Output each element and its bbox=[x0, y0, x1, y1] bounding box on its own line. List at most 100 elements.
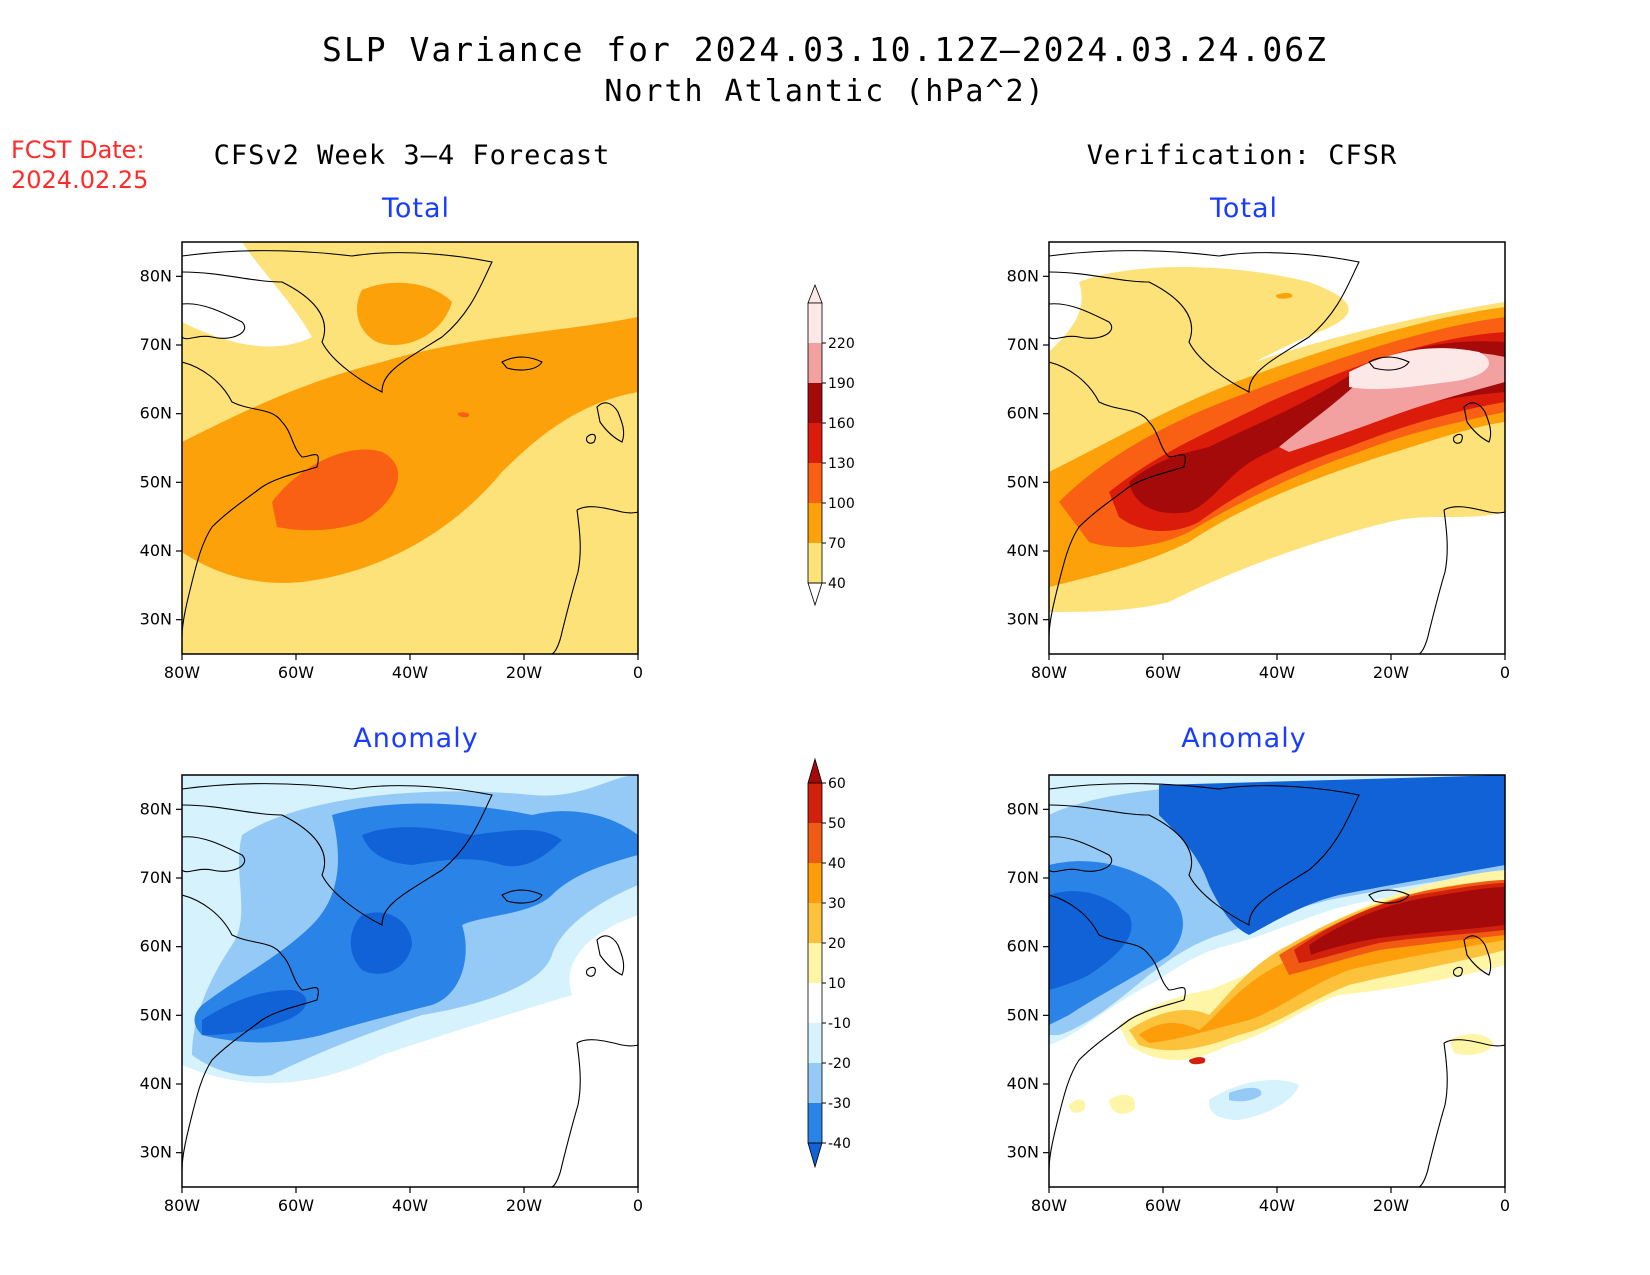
shade-below-minus40 bbox=[1159, 775, 1505, 935]
lat-tick-label: 50N bbox=[140, 472, 172, 491]
shade-70-100-north bbox=[357, 282, 452, 346]
column-title-forecast: CFSv2 Week 3–4 Forecast bbox=[213, 140, 611, 171]
colorbar-anomaly: -40 -30 -20 -10 10 20 30 40 50 60 bbox=[807, 757, 851, 1169]
lon-tick-label: 0 bbox=[633, 663, 643, 682]
colorbar-anomaly-label: -10 bbox=[828, 1016, 851, 1032]
lat-tick-label: 70N bbox=[1007, 335, 1039, 354]
fcst-date-value: 2024.02.25 bbox=[11, 166, 149, 194]
lon-tick-label: 20W bbox=[506, 663, 542, 682]
lat-tick-label: 40N bbox=[140, 541, 172, 560]
panel-title-verification-anomaly: Anomaly bbox=[1181, 723, 1307, 754]
column-title-verification: Verification: CFSR bbox=[1086, 140, 1398, 171]
colorbar-anomaly-swatch bbox=[808, 863, 822, 903]
lon-tick-label: 60W bbox=[1145, 1196, 1181, 1215]
lon-tick-label: 80W bbox=[164, 1196, 200, 1215]
lat-tick-label: 80N bbox=[140, 266, 172, 285]
panel-title-verification-total: Total bbox=[1209, 193, 1279, 224]
colorbar-anomaly-swatch bbox=[808, 983, 822, 1023]
lat-tick-label: 70N bbox=[140, 868, 172, 887]
panel-title-forecast-anomaly: Anomaly bbox=[353, 723, 479, 754]
colorbar-total-swatch bbox=[808, 543, 822, 583]
colorbar-total-swatch bbox=[808, 423, 822, 463]
colorbar-total-swatch bbox=[808, 383, 822, 423]
shade-above-60 bbox=[1309, 887, 1505, 955]
lon-tick-label: 80W bbox=[1031, 1196, 1067, 1215]
lat-tick-label: 40N bbox=[140, 1074, 172, 1093]
colorbar-total-label: 100 bbox=[828, 496, 855, 512]
lon-tick-label: 20W bbox=[506, 1196, 542, 1215]
lon-tick-label: 40W bbox=[392, 1196, 428, 1215]
shade-below-minus40 bbox=[350, 912, 412, 974]
fcst-date-label: FCST Date: bbox=[11, 136, 145, 164]
colorbar-total-swatch bbox=[808, 463, 822, 503]
colorbar-anomaly-label: -40 bbox=[828, 1136, 851, 1152]
shade-above-220 bbox=[1349, 348, 1489, 390]
coastlines bbox=[182, 250, 638, 654]
lon-tick-label: 0 bbox=[633, 1196, 643, 1215]
lon-tick-label: 20W bbox=[1373, 1196, 1409, 1215]
colorbar-anomaly-label: -30 bbox=[828, 1096, 851, 1112]
colorbar-total-label: 220 bbox=[828, 336, 855, 352]
lon-tick-label: 40W bbox=[1259, 663, 1295, 682]
lon-tick-label: 40W bbox=[392, 663, 428, 682]
colorbar-anomaly-swatch bbox=[808, 823, 822, 863]
lon-tick-label: 60W bbox=[278, 1196, 314, 1215]
lon-tick-label: 80W bbox=[164, 663, 200, 682]
lat-tick-label: 40N bbox=[1007, 1074, 1039, 1093]
colorbar-anomaly-swatch bbox=[808, 783, 822, 823]
colorbar-anomaly-label: 50 bbox=[828, 816, 846, 832]
lat-tick-label: 60N bbox=[140, 937, 172, 956]
colorbar-total-swatch bbox=[808, 343, 822, 383]
lat-tick-label: 60N bbox=[1007, 937, 1039, 956]
lon-tick-label: 60W bbox=[1145, 663, 1181, 682]
lon-tick-label: 20W bbox=[1373, 663, 1409, 682]
lon-tick-label: 0 bbox=[1500, 1196, 1510, 1215]
colorbar-anomaly-swatch bbox=[808, 943, 822, 983]
lon-tick-label: 40W bbox=[1259, 1196, 1295, 1215]
colorbar-total-label: 40 bbox=[828, 576, 846, 592]
lat-tick-label: 30N bbox=[1007, 610, 1039, 629]
lat-tick-label: 40N bbox=[1007, 541, 1039, 560]
lat-tick-label: 60N bbox=[140, 404, 172, 423]
colorbar-anomaly-label: 20 bbox=[828, 936, 846, 952]
colorbar-total-swatch bbox=[808, 303, 822, 343]
colorbar-total-swatch bbox=[808, 503, 822, 543]
panel-title-forecast-total: Total bbox=[381, 193, 451, 224]
colorbar-total-label: 190 bbox=[828, 376, 855, 392]
colorbar-anomaly-swatch bbox=[808, 1103, 822, 1143]
colorbar-total: 40 70 100 130 160 190 220 bbox=[807, 283, 855, 607]
map-verification-anomaly bbox=[1048, 774, 1506, 1188]
coastlines bbox=[1049, 250, 1505, 654]
main-title: SLP Variance for 2024.03.10.12Z–2024.03.… bbox=[322, 30, 1328, 69]
lat-tick-label: 30N bbox=[1007, 1143, 1039, 1162]
colorbar-total-top-arrow bbox=[807, 283, 823, 304]
lon-tick-label: 60W bbox=[278, 663, 314, 682]
shade-below-minus40-north bbox=[362, 827, 562, 867]
colorbar-anomaly-swatch bbox=[808, 1063, 822, 1103]
colorbar-anomaly-top-arrow bbox=[807, 757, 823, 784]
colorbar-anomaly-label: 40 bbox=[828, 856, 846, 872]
lat-tick-label: 70N bbox=[1007, 868, 1039, 887]
colorbar-total-label: 130 bbox=[828, 456, 855, 472]
colorbar-anomaly-label: 10 bbox=[828, 976, 846, 992]
lat-tick-label: 50N bbox=[1007, 472, 1039, 491]
shade-100-130 bbox=[272, 449, 399, 531]
lat-tick-label: 80N bbox=[1007, 266, 1039, 285]
colorbar-total-label: 160 bbox=[828, 416, 855, 432]
colorbar-anomaly-label: 60 bbox=[828, 776, 846, 792]
lon-tick-label: 80W bbox=[1031, 663, 1067, 682]
colorbar-total-label: 70 bbox=[828, 536, 846, 552]
lat-tick-label: 50N bbox=[1007, 1005, 1039, 1024]
map-forecast-total bbox=[181, 241, 639, 655]
lat-tick-label: 80N bbox=[1007, 799, 1039, 818]
colorbar-anomaly-swatch bbox=[808, 1023, 822, 1063]
colorbar-anomaly-bottom-arrow bbox=[807, 1142, 823, 1169]
coastlines bbox=[1049, 783, 1505, 1187]
map-verification-total bbox=[1048, 241, 1506, 655]
shade-40-70 bbox=[1049, 267, 1349, 442]
map-forecast-anomaly bbox=[181, 774, 639, 1188]
lat-tick-label: 80N bbox=[140, 799, 172, 818]
colorbar-total-bottom-arrow bbox=[807, 582, 823, 607]
colorbar-anomaly-label: 30 bbox=[828, 896, 846, 912]
